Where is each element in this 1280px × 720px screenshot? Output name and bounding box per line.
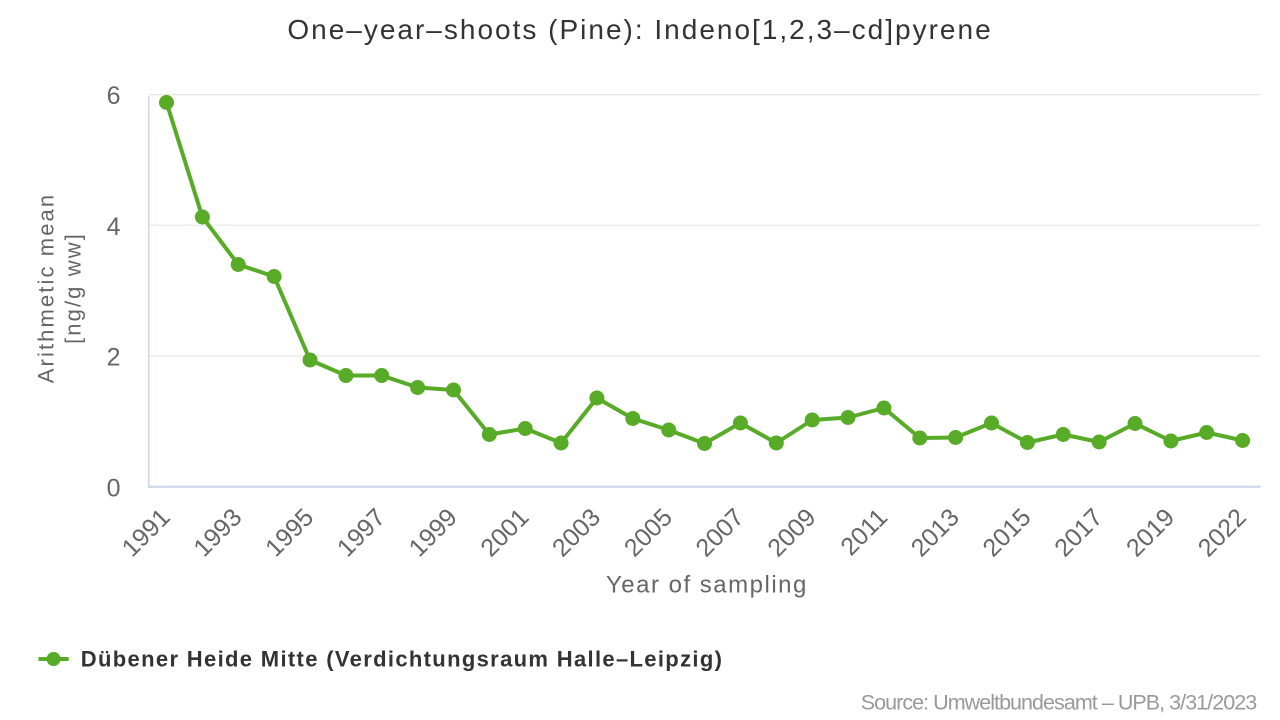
svg-text:6: 6	[107, 82, 121, 110]
svg-text:Arithmetic mean: Arithmetic mean	[34, 193, 59, 383]
svg-text:Dübener Heide Mitte (Verdichtu: Dübener Heide Mitte (Verdichtungsraum Ha…	[81, 647, 723, 672]
svg-text:Source: Umweltbundesamt – UPB,: Source: Umweltbundesamt – UPB, 3/31/2023	[861, 691, 1257, 715]
svg-text:Year of sampling: Year of sampling	[606, 571, 808, 598]
svg-text:4: 4	[107, 213, 121, 241]
svg-text:2: 2	[107, 344, 121, 372]
svg-text:0: 0	[107, 474, 121, 502]
svg-text:One–year–shoots (Pine): Indeno: One–year–shoots (Pine): Indeno[1,2,3–cd]…	[287, 14, 992, 45]
svg-text:[ng/g ww]: [ng/g ww]	[61, 232, 86, 344]
